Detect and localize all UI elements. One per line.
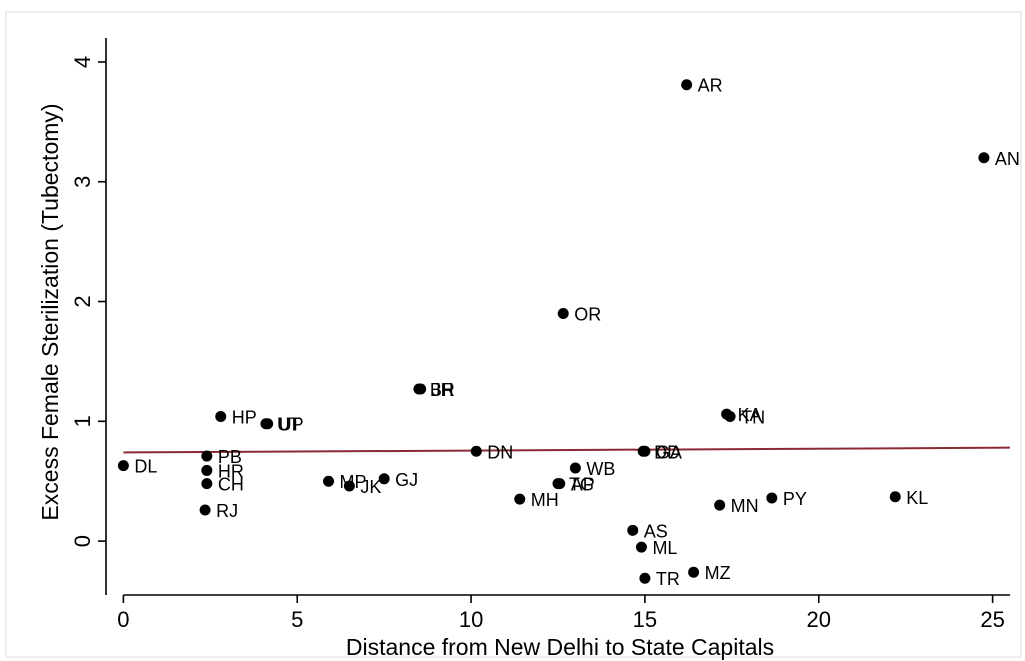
- chart-frame: [5, 11, 1022, 658]
- x-tick-label: 15: [633, 607, 657, 632]
- point-label: DL: [134, 457, 157, 477]
- y-tick-label: 3: [70, 176, 95, 188]
- data-point: [514, 493, 526, 505]
- data-point: [978, 152, 990, 164]
- point-label: UP: [279, 415, 304, 435]
- x-tick-label: 0: [117, 607, 129, 632]
- data-point: [415, 383, 427, 395]
- x-tick-label: 5: [291, 607, 303, 632]
- point-label: MP: [340, 472, 367, 492]
- point-label: WB: [586, 459, 615, 479]
- data-point: [889, 491, 901, 503]
- data-point: [639, 445, 651, 457]
- data-point: [201, 450, 213, 462]
- x-tick-label: 20: [807, 607, 831, 632]
- data-point: [378, 473, 390, 485]
- point-label: DN: [487, 442, 513, 462]
- point-label: AS: [644, 521, 668, 541]
- point-label: KL: [906, 488, 928, 508]
- point-label: MN: [731, 496, 759, 516]
- point-label: AP: [571, 475, 595, 495]
- point-label: MH: [531, 490, 559, 510]
- x-tick-label: 10: [459, 607, 483, 632]
- point-label: AR: [698, 76, 723, 96]
- data-point: [635, 541, 647, 553]
- point-label: RJ: [216, 501, 238, 521]
- points-layer: [117, 79, 990, 584]
- point-label: OR: [574, 305, 601, 325]
- data-point: [199, 504, 211, 516]
- y-tick-label: 4: [70, 56, 95, 68]
- point-label: TN: [741, 408, 765, 428]
- data-point: [724, 411, 736, 423]
- point-label: JH: [432, 380, 454, 400]
- fit-line-layer: [123, 446, 1011, 454]
- data-point: [343, 480, 355, 492]
- point-label: HP: [232, 408, 257, 428]
- y-tick-label: 0: [70, 535, 95, 547]
- point-label: BR: [430, 380, 455, 400]
- data-point: [714, 499, 726, 511]
- data-point: [639, 572, 651, 584]
- y-tick-label: 1: [70, 415, 95, 427]
- point-label: UT: [277, 415, 301, 435]
- point-label: MZ: [705, 563, 731, 583]
- data-point: [681, 79, 693, 91]
- data-point: [470, 445, 482, 457]
- point-label: CH: [218, 475, 244, 495]
- data-point: [215, 411, 227, 423]
- point-label: GA: [656, 442, 682, 462]
- data-point: [627, 524, 639, 536]
- y-tick-label: 2: [70, 295, 95, 307]
- point-label: KA: [738, 405, 762, 425]
- data-point: [688, 566, 700, 578]
- point-label: TR: [656, 569, 680, 589]
- point-label: GJ: [395, 470, 418, 490]
- point-label: PY: [783, 489, 807, 509]
- data-point: [557, 308, 569, 320]
- point-label: PB: [218, 447, 242, 467]
- data-point: [766, 492, 778, 504]
- fit-line: [123, 446, 1011, 454]
- data-point: [117, 460, 129, 472]
- point-label: JK: [360, 477, 381, 497]
- x-tick-label: 25: [980, 607, 1004, 632]
- x-axis-title: Distance from New Delhi to State Capital…: [346, 634, 774, 660]
- point-label: HR: [218, 461, 244, 481]
- data-point: [262, 418, 274, 430]
- point-label: ML: [652, 538, 677, 558]
- data-point: [201, 478, 213, 490]
- point-label: DD: [654, 442, 680, 462]
- data-point: [201, 464, 213, 476]
- data-point: [554, 478, 566, 490]
- data-point: [323, 475, 335, 487]
- point-label: TG: [569, 475, 594, 495]
- y-axis-title: Excess Female Sterilization (Tubectomy): [37, 103, 63, 520]
- axes: 0 5 10 15 20 25 0 1 2 3 4: [70, 38, 1010, 632]
- point-label: AN: [995, 149, 1020, 169]
- data-point: [569, 462, 581, 474]
